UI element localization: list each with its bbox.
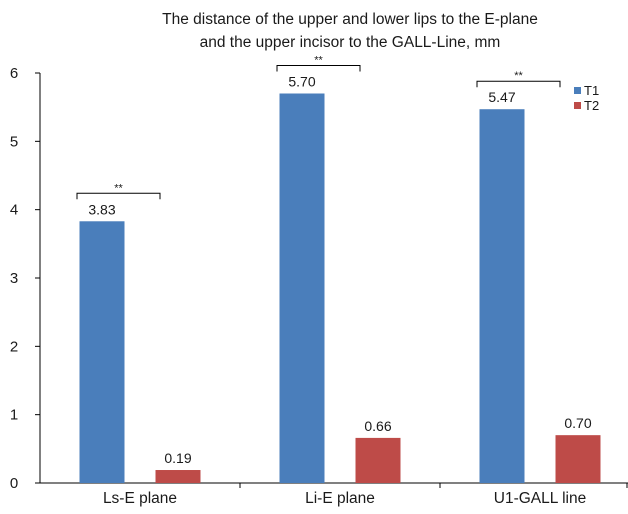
significance-bracket (76, 192, 161, 200)
y-tick-label: 4 (10, 202, 18, 219)
significance-marker: ** (514, 70, 523, 82)
significance-bracket (276, 65, 361, 72)
y-tick-label: 6 (10, 65, 18, 82)
legend-swatch-t2 (574, 102, 581, 109)
bar-t2-0 (155, 470, 201, 483)
significance-marker: ** (114, 182, 123, 194)
data-label: 0.66 (364, 418, 391, 434)
chart-title-line-2: and the upper incisor to the GALL-Line, … (200, 34, 501, 51)
y-tick-label: 0 (10, 475, 18, 492)
bar-t2-1 (355, 437, 401, 483)
x-tick-label: Li-E plane (305, 490, 375, 507)
x-tick-label: U1-GALL line (494, 490, 586, 507)
data-label: 5.47 (488, 89, 515, 105)
chart-title-line-1: The distance of the upper and lower lips… (162, 11, 538, 28)
data-label: 5.70 (288, 74, 315, 90)
legend-label-t2: T2 (584, 98, 599, 113)
x-tick-label: Ls-E plane (103, 490, 177, 507)
data-label: 3.83 (88, 201, 115, 217)
bar-t2-2 (555, 435, 601, 483)
y-tick-label: 5 (10, 133, 18, 150)
y-tick-label: 2 (10, 338, 18, 355)
legend-swatch-t1 (574, 87, 581, 94)
data-label: 0.19 (164, 450, 191, 466)
significance-marker: ** (314, 55, 323, 67)
y-tick-label: 3 (10, 270, 18, 287)
bar-t1-1 (279, 93, 325, 483)
data-label: 0.70 (564, 415, 591, 431)
plot-area: 0 1 2 3 4 5 6 Ls-E plane Li-E plane U1-GALL line 3… (10, 55, 628, 507)
significance-bracket (476, 80, 561, 88)
legend-label-t1: T1 (584, 83, 599, 98)
bar-t1-0 (79, 221, 125, 484)
bar-t1-2 (479, 109, 525, 483)
y-tick-label: 1 (10, 407, 18, 424)
